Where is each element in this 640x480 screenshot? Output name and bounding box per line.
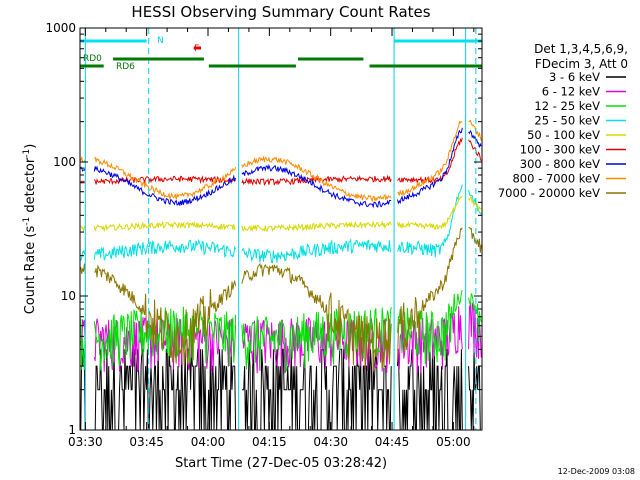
- legend-entry-label: 3 - 6 keV: [549, 70, 600, 84]
- night-label: N: [157, 36, 164, 46]
- legend-entry-label: 7000 - 20000 keV: [498, 186, 600, 200]
- plot-frame: [79, 27, 483, 431]
- legend-entry-label: 6 - 12 keV: [542, 85, 600, 99]
- flare-label: F: [194, 44, 199, 54]
- x-tick-label: 04:15: [252, 435, 287, 449]
- legend-entry-label: 12 - 25 keV: [534, 99, 600, 113]
- x-tick-label: 04:45: [375, 435, 410, 449]
- y-axis: 1 10 100 1000: [45, 21, 482, 437]
- legend-entry-label: 50 - 100 keV: [527, 128, 600, 142]
- series-line-8: [80, 227, 482, 372]
- legend-entry-label: 300 - 800 keV: [520, 157, 600, 171]
- y-tick-label: 100: [53, 155, 76, 169]
- legend-entry-label: 25 - 50 keV: [534, 114, 600, 128]
- chart-title: HESSI Observing Summary Count Rates: [131, 3, 430, 21]
- legend-entry-label: 100 - 300 keV: [520, 143, 600, 157]
- legend-entry-label: 800 - 7000 keV: [512, 172, 600, 186]
- x-axis: 03:30 03:45 04:00 04:15 04:30 04:45 05:00: [68, 28, 475, 449]
- x-tick-label: 04:00: [191, 435, 226, 449]
- legend-header-line-2: FDecim 3, Att 0: [535, 57, 628, 71]
- plot-area: N F RD0 RD6: [80, 28, 482, 431]
- x-tick-label: 03:30: [68, 435, 103, 449]
- legend: Det 1,3,4,5,6,9, FDecim 3, Att 0 3 - 6 k…: [498, 42, 628, 200]
- y-tick-label: 1: [68, 423, 76, 437]
- series-line-3: [80, 184, 482, 264]
- rd6-label: RD6: [116, 62, 135, 72]
- series-line-6: [80, 127, 482, 209]
- y-tick-label: 1000: [45, 21, 76, 35]
- y-axis-label: Count Rate (s-1 detector-1): [22, 144, 38, 315]
- series-line-1: [80, 302, 482, 374]
- legend-header-line-1: Det 1,3,4,5,6,9,: [534, 42, 628, 56]
- x-tick-label: 03:45: [129, 435, 164, 449]
- series-line-4: [80, 195, 482, 233]
- rd0-label: RD0: [83, 54, 102, 64]
- x-axis-label: Start Time (27-Dec-05 03:28:42): [175, 456, 387, 471]
- x-tick-label: 04:30: [313, 435, 348, 449]
- x-tick-label: 05:00: [436, 435, 471, 449]
- y-tick-label: 10: [61, 289, 76, 303]
- generated-timestamp: 12-Dec-2009 03:08: [558, 467, 635, 476]
